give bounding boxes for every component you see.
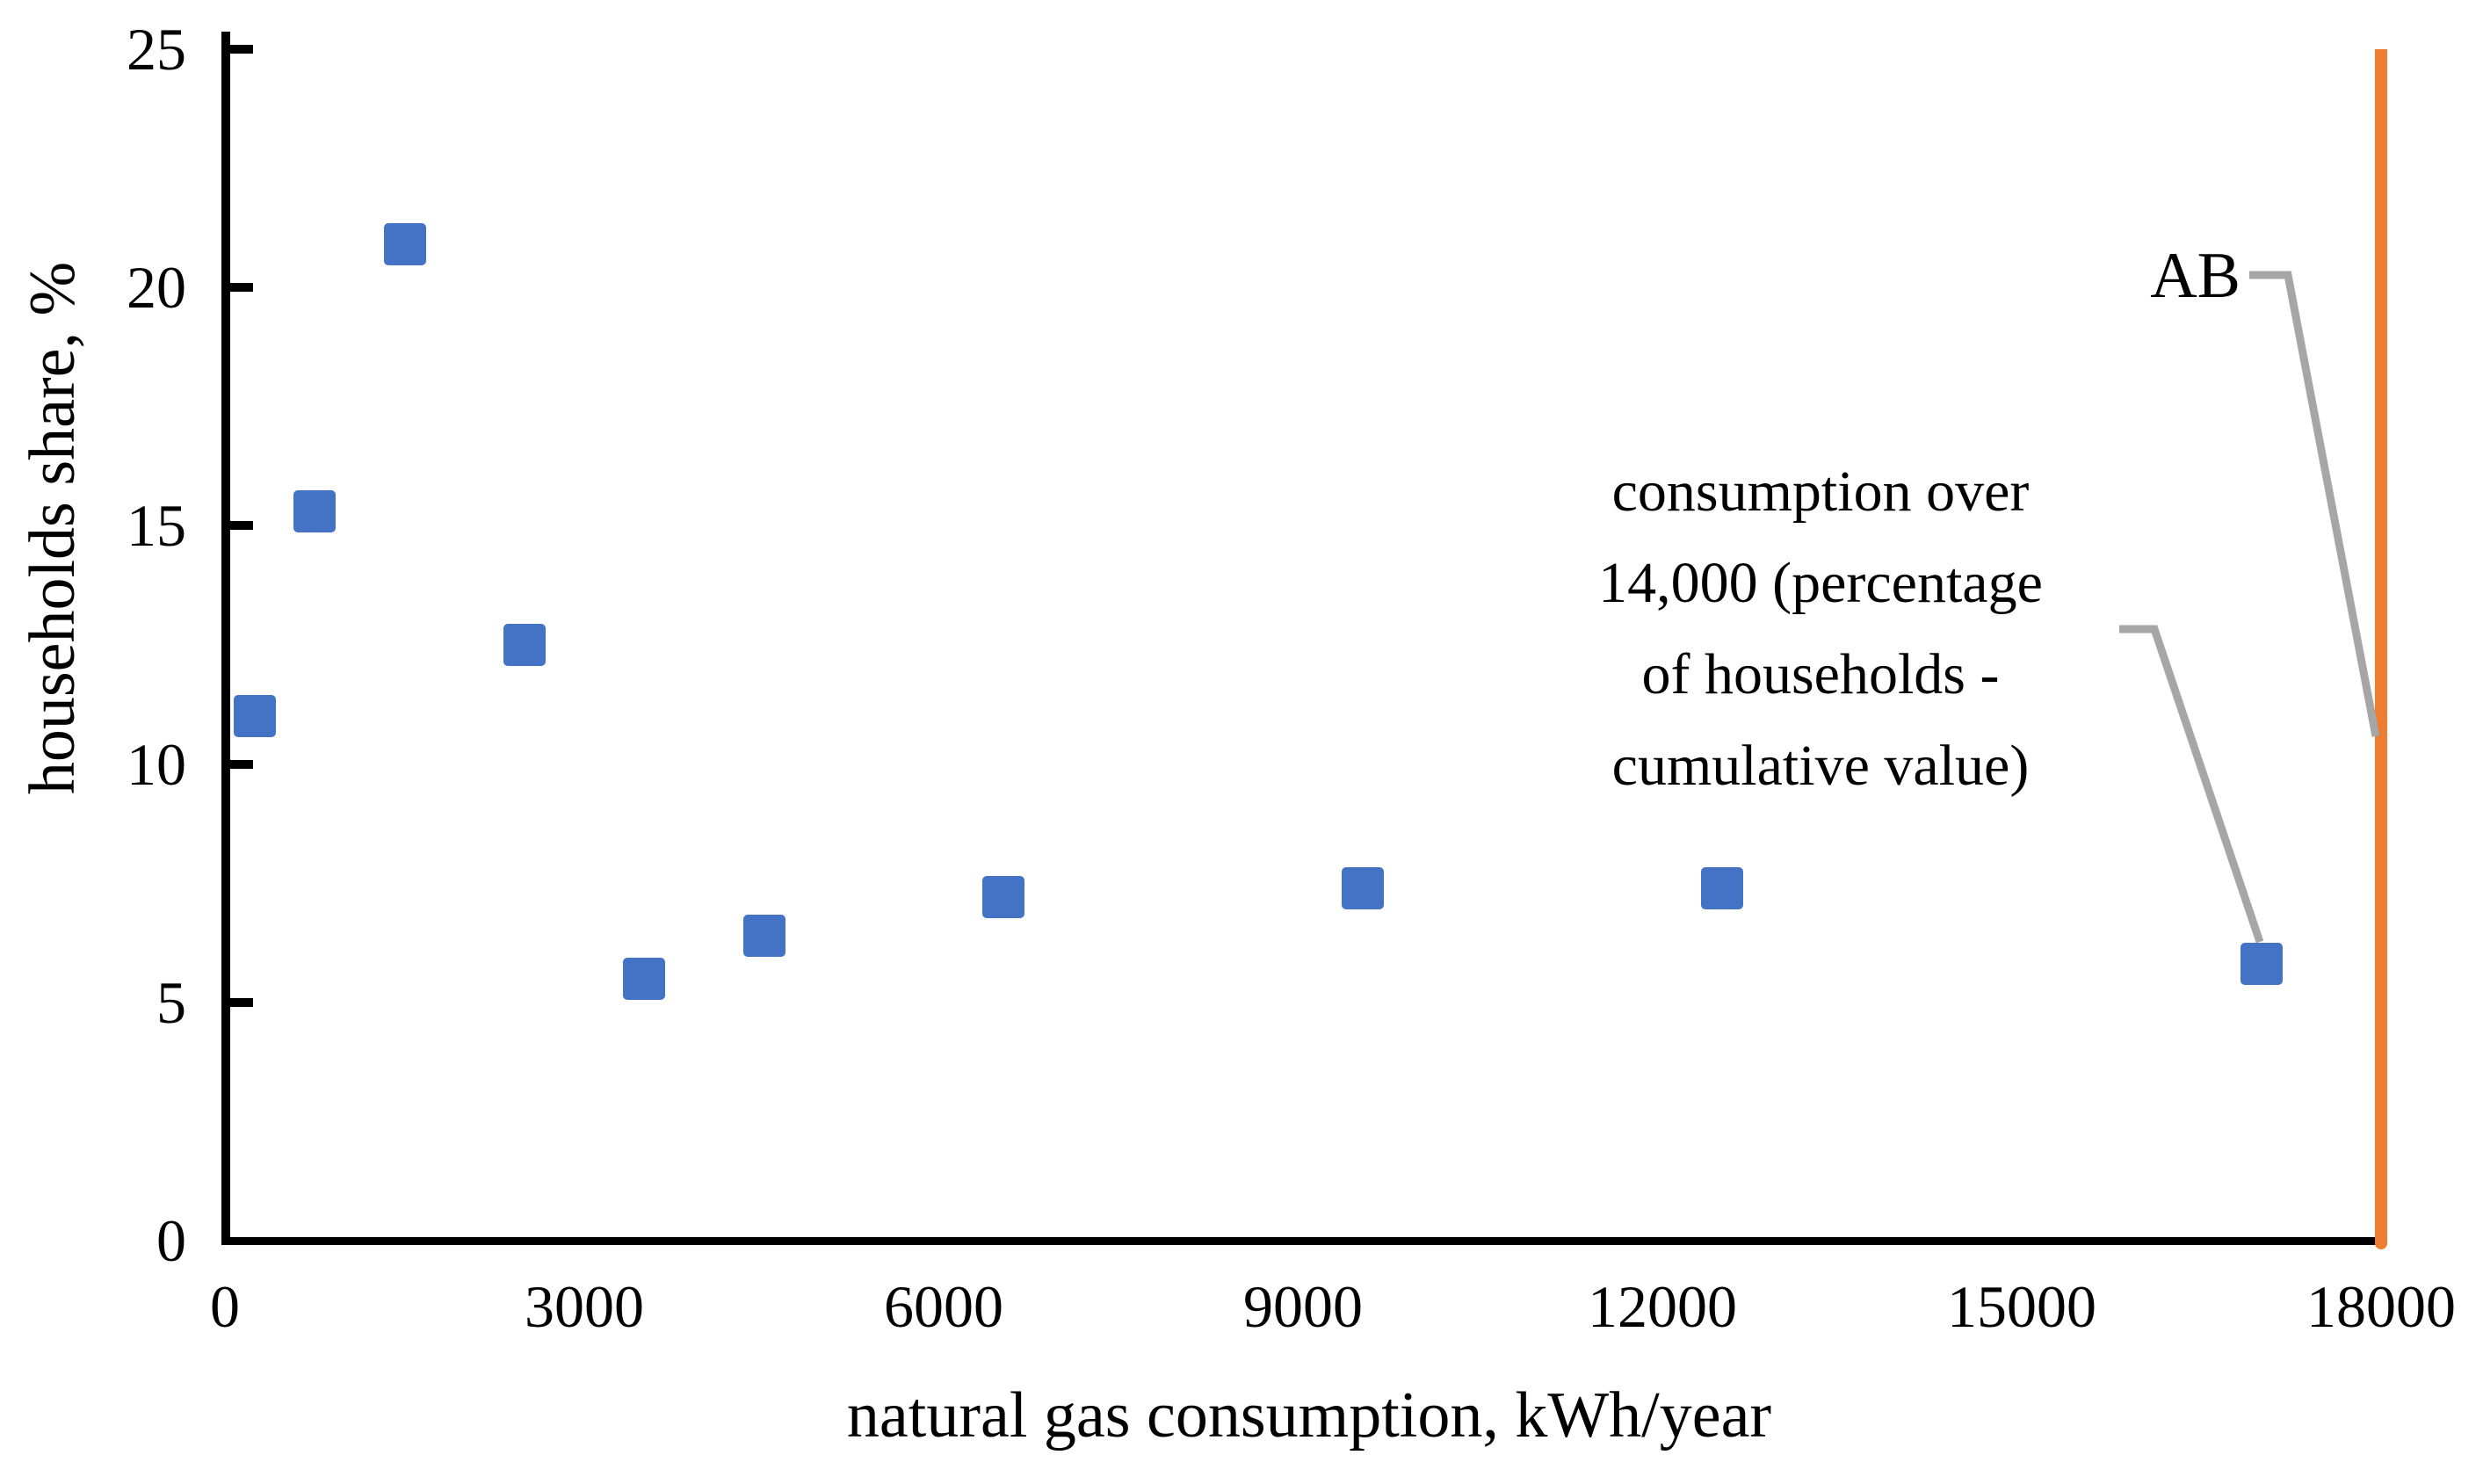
data-point-marker bbox=[1342, 866, 1385, 909]
y-tick-label: 20 bbox=[127, 254, 186, 322]
callout-leader-line bbox=[2119, 625, 2264, 944]
y-axis-tick bbox=[230, 521, 253, 531]
data-point-marker bbox=[383, 223, 426, 266]
y-axis-tick bbox=[230, 45, 253, 54]
y-axis-line bbox=[221, 32, 230, 1245]
data-point-marker bbox=[623, 957, 666, 1000]
y-axis-tick bbox=[230, 759, 253, 769]
y-tick-label: 25 bbox=[127, 16, 186, 83]
data-point-marker bbox=[2240, 943, 2283, 986]
data-point-marker bbox=[1701, 866, 1744, 909]
x-tick-label: 12000 bbox=[1588, 1273, 1737, 1340]
data-point-marker bbox=[982, 876, 1025, 919]
consumption-limit-vline bbox=[2375, 49, 2387, 1249]
x-tick-label: 15000 bbox=[1947, 1273, 2096, 1340]
y-tick-label: 0 bbox=[156, 1207, 186, 1274]
data-point-marker bbox=[293, 490, 337, 533]
x-axis-line bbox=[221, 1237, 2385, 1245]
x-tick-label: 9000 bbox=[1243, 1273, 1363, 1340]
y-tick-label: 15 bbox=[127, 492, 186, 560]
y-tick-label: 5 bbox=[156, 968, 186, 1036]
y-axis-tick bbox=[230, 283, 253, 293]
x-tick-label: 3000 bbox=[525, 1273, 644, 1340]
ab-leader-line bbox=[2249, 271, 2380, 737]
y-axis-title: households share, % bbox=[17, 261, 89, 795]
x-tick-label: 6000 bbox=[884, 1273, 1003, 1340]
ab-annotation-label: AB bbox=[2150, 240, 2240, 312]
y-tick-label: 10 bbox=[127, 730, 186, 798]
data-point-marker bbox=[234, 695, 277, 738]
y-axis-tick bbox=[230, 997, 253, 1007]
x-tick-label: 18000 bbox=[2306, 1273, 2456, 1340]
data-point-marker bbox=[742, 914, 785, 957]
data-point-marker bbox=[503, 624, 546, 666]
x-tick-label: 0 bbox=[210, 1273, 240, 1340]
x-axis-title: natural gas consumption, kWh/year bbox=[846, 1379, 1772, 1451]
callout-annotation-text: consumption over 14,000 (percentage of h… bbox=[1598, 460, 2043, 798]
